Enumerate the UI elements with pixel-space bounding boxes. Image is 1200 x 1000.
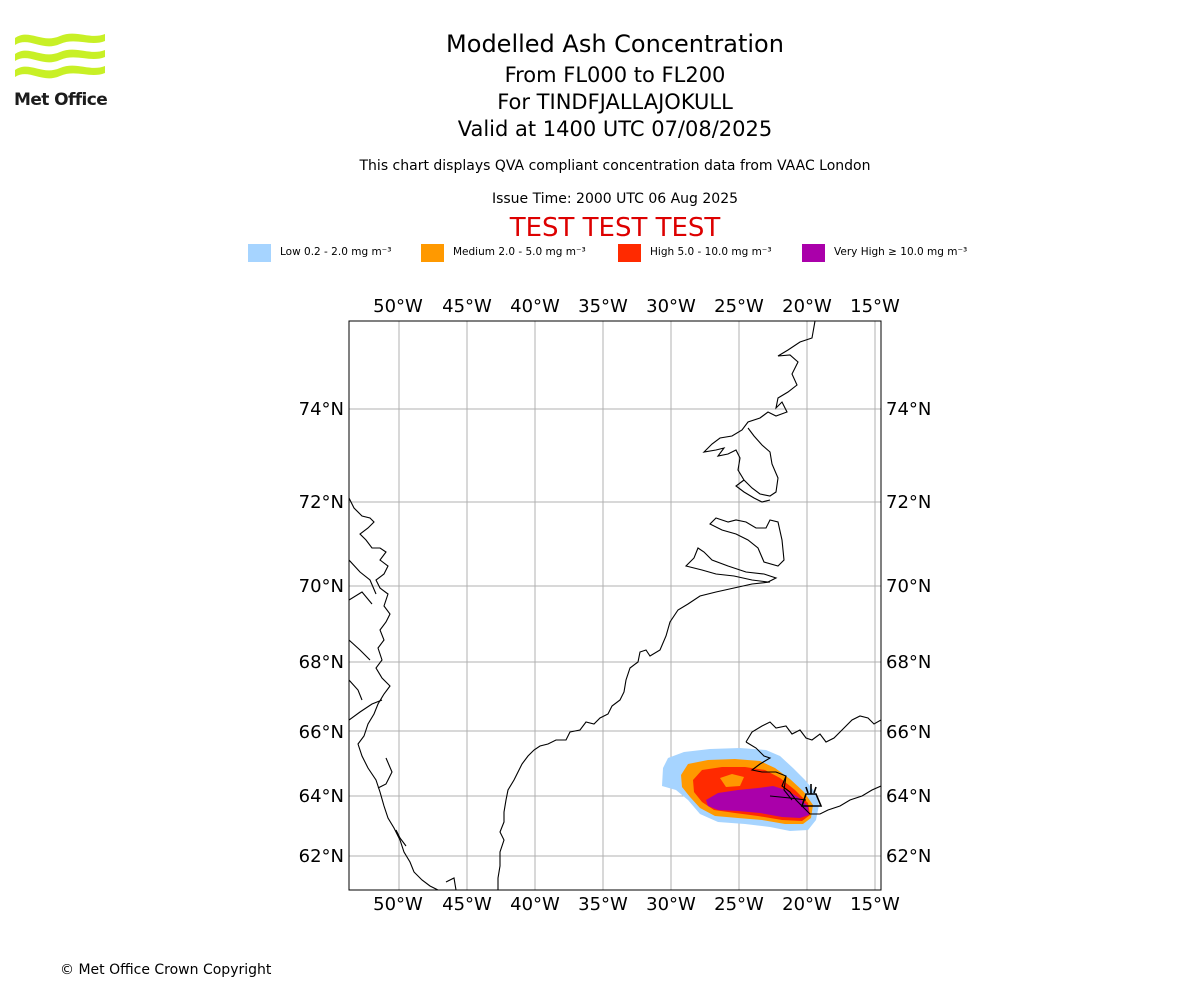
- met-office-logo: Met Office: [14, 30, 114, 112]
- greenland-west-inlets: [349, 559, 457, 890]
- lon-label-bottom: 50°W: [373, 894, 423, 915]
- map-gridlines: [349, 321, 881, 890]
- lon-label-bottom: 45°W: [442, 894, 492, 915]
- greenland-east-coast: [497, 321, 816, 890]
- legend-label-very-high: Very High ≥ 10.0 mg m⁻³: [834, 246, 968, 258]
- map-frame: [348, 320, 882, 891]
- met-office-wave-icon: [15, 33, 105, 79]
- lon-label-top: 30°W: [646, 296, 696, 317]
- legend-label-high: High 5.0 - 10.0 mg m⁻³: [650, 246, 772, 258]
- issue-time: Issue Time: 2000 UTC 06 Aug 2025: [491, 191, 739, 207]
- lon-labels-top: 50°W 45°W 40°W 35°W 30°W 25°W 20°W 15°W: [373, 296, 900, 317]
- legend-label-medium: Medium 2.0 - 5.0 mg m⁻³: [453, 246, 586, 258]
- lat-label-right: 72°N: [886, 492, 931, 513]
- lat-label-left: 66°N: [299, 722, 344, 743]
- legend-swatch-medium: [421, 244, 444, 262]
- test-banner: TEST TEST TEST: [509, 213, 721, 243]
- legend-swatch-high: [618, 244, 641, 262]
- greenland-west-coast: [349, 497, 439, 890]
- lat-label-left: 74°N: [299, 399, 344, 420]
- lat-label-right: 70°N: [886, 576, 931, 597]
- lat-labels-right: 74°N 72°N 70°N 68°N 66°N 64°N 62°N: [886, 399, 931, 867]
- lat-label-left: 72°N: [299, 492, 344, 513]
- copyright-notice: © Met Office Crown Copyright: [60, 962, 272, 978]
- chart-title: Modelled Ash Concentration: [446, 30, 784, 58]
- lat-labels-left: 74°N 72°N 70°N 68°N 66°N 64°N 62°N: [299, 399, 344, 867]
- flight-level-range: From FL000 to FL200: [504, 63, 726, 87]
- lon-label-bottom: 15°W: [850, 894, 900, 915]
- lon-label-top: 40°W: [510, 296, 560, 317]
- lon-label-bottom: 25°W: [714, 894, 764, 915]
- lon-label-bottom: 30°W: [646, 894, 696, 915]
- compliance-note: This chart displays QVA compliant concen…: [359, 158, 871, 174]
- lon-labels-bottom: 50°W 45°W 40°W 35°W 30°W 25°W 20°W 15°W: [373, 894, 900, 915]
- legend-swatch-very-high: [802, 244, 825, 262]
- lon-label-top: 15°W: [850, 296, 900, 317]
- lat-label-left: 68°N: [299, 652, 344, 673]
- lat-label-left: 64°N: [299, 786, 344, 807]
- lon-label-top: 45°W: [442, 296, 492, 317]
- lat-label-left: 62°N: [299, 846, 344, 867]
- lat-label-right: 64°N: [886, 786, 931, 807]
- logo-text: Met Office: [14, 90, 108, 110]
- ash-zone-medium-inner: [720, 774, 744, 787]
- lat-label-left: 70°N: [299, 576, 344, 597]
- lon-label-top: 35°W: [578, 296, 628, 317]
- iceland-inner-lines: [769, 775, 807, 801]
- lon-label-top: 25°W: [714, 296, 764, 317]
- volcano-name: For TINDFJALLAJOKULL: [497, 90, 733, 114]
- lon-label-bottom: 20°W: [782, 894, 832, 915]
- lat-label-right: 68°N: [886, 652, 931, 673]
- lon-label-top: 50°W: [373, 296, 423, 317]
- legend-label-low: Low 0.2 - 2.0 mg m⁻³: [280, 246, 392, 258]
- ash-zone-very-high: [706, 786, 809, 818]
- lat-label-right: 74°N: [886, 399, 931, 420]
- lon-label-bottom: 40°W: [510, 894, 560, 915]
- volcano-icon: [800, 784, 823, 807]
- iceland-coast: [745, 715, 881, 815]
- lon-label-top: 20°W: [782, 296, 832, 317]
- lat-label-right: 66°N: [886, 722, 931, 743]
- ash-plume: [662, 748, 819, 831]
- legend-swatch-low: [248, 244, 271, 262]
- lon-label-bottom: 35°W: [578, 894, 628, 915]
- lat-label-right: 62°N: [886, 846, 931, 867]
- coastlines: [349, 321, 881, 890]
- valid-time: Valid at 1400 UTC 07/08/2025: [457, 117, 773, 141]
